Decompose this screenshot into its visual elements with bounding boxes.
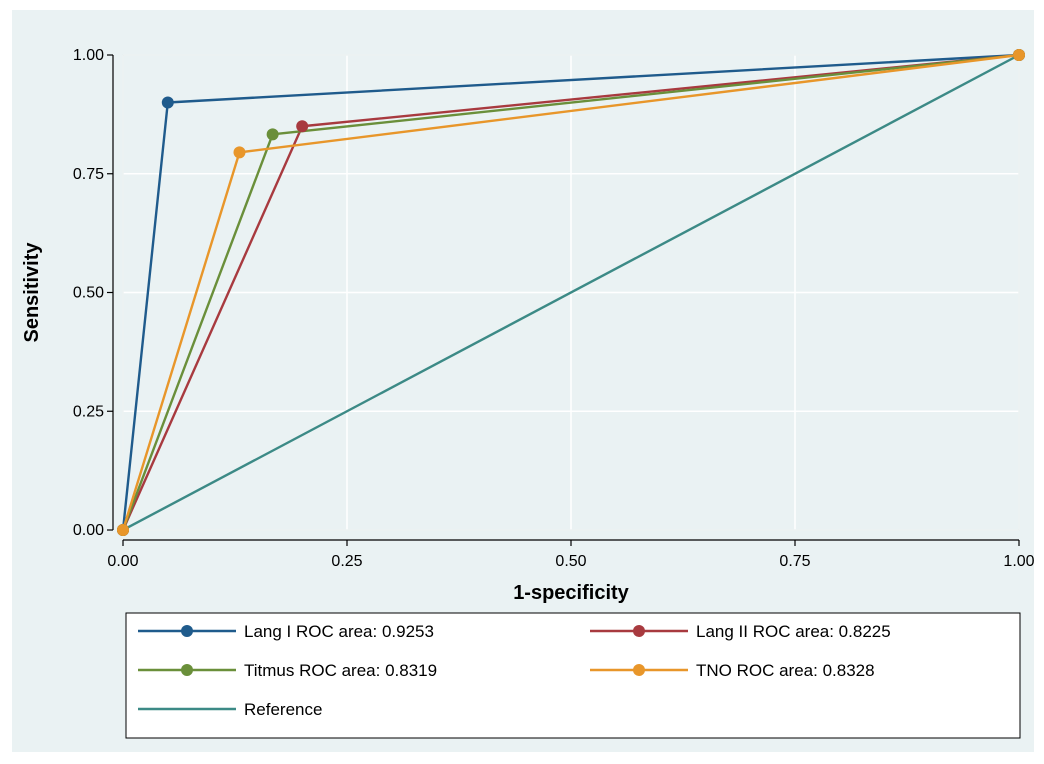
legend: Lang I ROC area: 0.9253 Lang II ROC area:… [125,612,1021,739]
x-tick-label: 0.25 [331,553,362,570]
x-tick-label: 0.00 [107,553,138,570]
legend-marker [181,664,193,676]
legend-label: Reference [244,700,322,719]
series-point [266,128,279,141]
x-tick-label: 0.50 [555,553,586,570]
legend-box [125,612,1021,739]
y-tick-label: 0.00 [73,522,104,539]
roc-chart: 0.00 0.25 0.50 0.75 1.00 0.00 0.25 0.50 0.75 1.00… [21,47,1034,739]
y-axis-title: Sensitivity [21,242,43,343]
plot-area [122,54,1020,531]
legend-label: Lang I ROC area: 0.9253 [244,622,434,641]
series-line [122,53,1020,532]
series-point [117,524,129,536]
axes: 0.00 0.25 0.50 0.75 1.00 0.00 0.25 0.50 0.75 1.00 [73,47,1034,570]
series-point [233,146,246,159]
y-tick-label: 0.75 [73,166,104,183]
legend-marker [181,625,193,637]
y-tick-label: 0.50 [73,285,104,302]
series-point [296,120,309,133]
legend-marker [633,625,645,637]
series-layer [117,49,1025,536]
legend-label: Lang II ROC area: 0.8225 [696,622,891,641]
series-point [161,96,174,109]
legend-label: Titmus ROC area: 0.8319 [244,661,437,680]
chart-frame: 0.00 0.25 0.50 0.75 1.00 0.00 0.25 0.50 0.75 1.00… [12,10,1034,752]
legend-label: TNO ROC area: 0.8328 [696,661,875,680]
legend-marker [633,664,645,676]
series-point [1013,49,1025,61]
y-tick-label: 1.00 [73,47,104,64]
x-axis-title: 1-specificity [513,582,629,604]
x-tick-label: 1.00 [1003,553,1034,570]
x-tick-label: 0.75 [779,553,810,570]
y-tick-label: 0.25 [73,403,104,420]
